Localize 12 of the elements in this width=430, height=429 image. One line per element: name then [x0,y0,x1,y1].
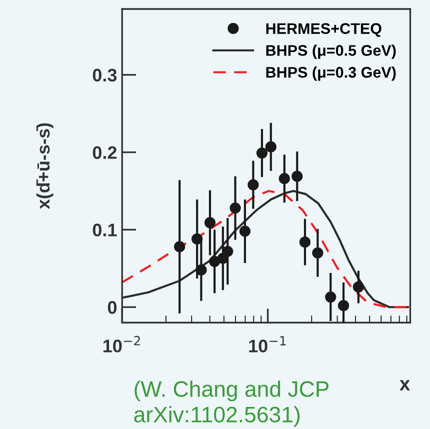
legend-label: HERMES+CTEQ [266,23,382,37]
legend-label: BHPS (μ=0.5 GeV) [266,44,396,59]
x-axis-title: x [400,380,410,390]
text: (W. Chang and JCP arXiv:1102.5631) [134,380,329,427]
y-tick-label: 0.2 [92,146,117,159]
x-tick-label: 10$^{−1}$ [249,336,286,352]
y-tick-label: 0.3 [92,68,117,82]
x-tick-label: 10$^{−2}$ [103,336,140,352]
legend-label: BHPS (μ=0.3 GeV) [266,66,396,81]
y-axis-title: x(d̄+ū-s-s̄) [36,123,54,210]
y-tick-label: 0 [108,301,117,314]
y-tick-label: 0.1 [92,224,117,236]
